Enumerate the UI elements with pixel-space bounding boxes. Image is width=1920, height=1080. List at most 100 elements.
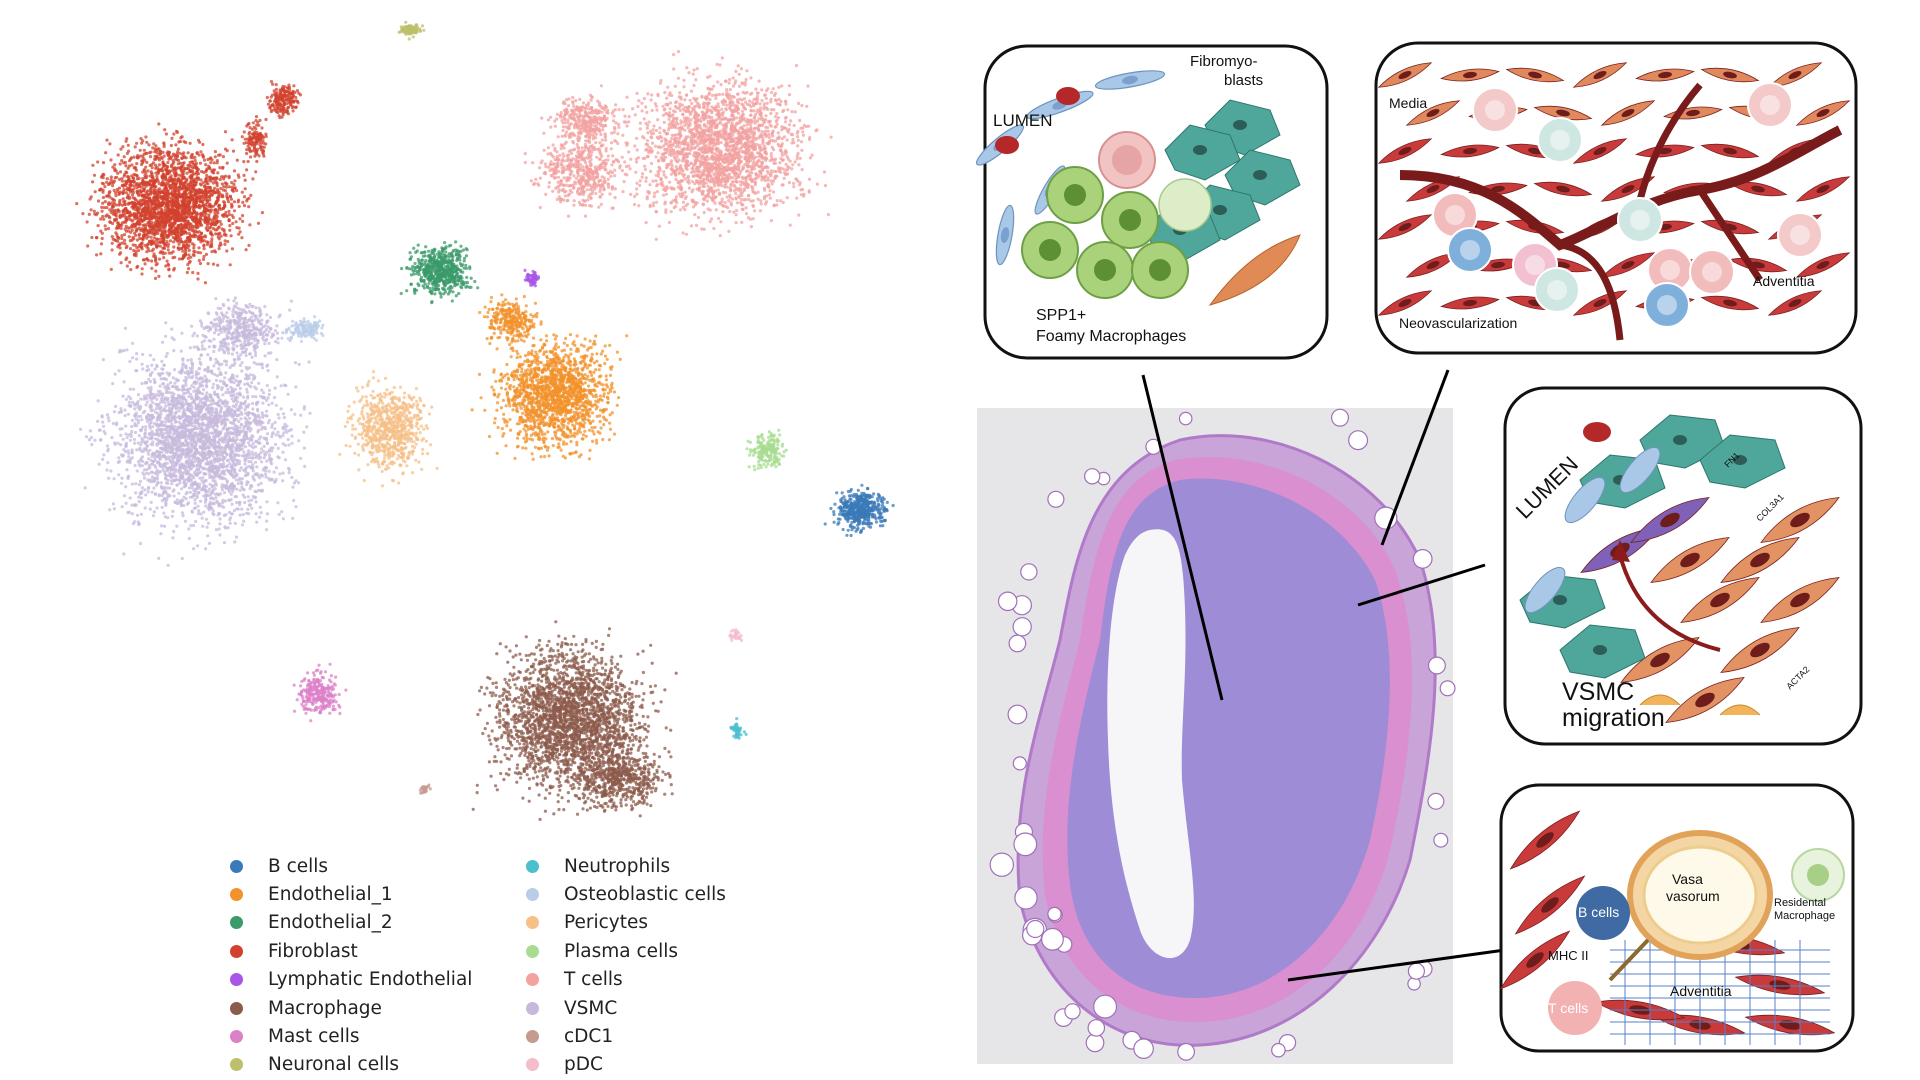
cell-point xyxy=(135,448,139,452)
cell-point xyxy=(152,486,156,490)
cell-point xyxy=(242,173,246,177)
cell-point xyxy=(111,209,115,213)
cell-point xyxy=(150,363,154,367)
cell-point xyxy=(274,403,278,407)
cell-point xyxy=(109,267,113,271)
cell-point xyxy=(211,454,215,458)
cell-point xyxy=(233,521,237,526)
cell-point xyxy=(269,110,273,114)
cell-point xyxy=(153,276,158,280)
cell-point xyxy=(264,475,268,479)
cell-point xyxy=(226,405,230,409)
cell-point xyxy=(129,432,133,436)
cell-point xyxy=(163,401,167,405)
cell-point xyxy=(241,442,245,446)
cell-point xyxy=(267,418,271,422)
cell-point xyxy=(159,377,163,381)
cell-point xyxy=(144,425,148,429)
cell-point xyxy=(117,459,122,463)
cell-point xyxy=(265,441,269,445)
cell-point xyxy=(201,154,205,158)
cell-point xyxy=(113,372,117,376)
cell-point xyxy=(199,512,203,516)
cell-point xyxy=(183,224,187,228)
cell-point xyxy=(181,249,185,253)
cell-point xyxy=(223,130,228,134)
cell-point xyxy=(145,140,149,144)
cell-point xyxy=(179,349,183,353)
cell-point xyxy=(150,490,154,494)
cell-point xyxy=(157,424,161,428)
cell-point xyxy=(168,486,172,490)
cell-point xyxy=(154,144,158,148)
cell-point xyxy=(156,461,160,465)
cell-point xyxy=(188,210,192,214)
cell-point xyxy=(259,447,263,451)
cell-point xyxy=(231,215,235,220)
cell-point xyxy=(187,195,191,199)
cell-point xyxy=(265,364,269,368)
cell-point xyxy=(282,89,286,94)
cell-point xyxy=(256,138,260,142)
cell-point xyxy=(254,445,258,449)
cell-point xyxy=(255,123,259,127)
cell-point xyxy=(158,257,162,261)
cell-point xyxy=(190,376,194,380)
cell-point xyxy=(181,174,185,178)
cell-point xyxy=(176,158,181,162)
cell-point xyxy=(267,388,272,392)
cell-point xyxy=(108,208,112,212)
cell-point xyxy=(137,483,141,487)
cell-point xyxy=(155,155,159,159)
cell-point xyxy=(240,369,244,373)
cell-point xyxy=(177,242,181,246)
cell-point xyxy=(171,169,175,173)
cell-point xyxy=(158,384,162,388)
cell-point xyxy=(242,204,247,208)
cell-point xyxy=(102,217,106,221)
cell-point xyxy=(161,182,165,186)
cell-point xyxy=(236,200,240,204)
cell-point xyxy=(222,513,226,518)
cell-point xyxy=(100,231,104,235)
cell-point xyxy=(145,393,149,397)
cell-point xyxy=(245,168,249,172)
cell-point xyxy=(221,213,226,217)
cell-point xyxy=(145,216,149,220)
cell-point xyxy=(87,438,91,442)
cell-point xyxy=(150,220,154,225)
cell-point xyxy=(269,80,274,84)
cell-point xyxy=(215,182,219,186)
cell-point xyxy=(194,472,198,476)
cell-point xyxy=(130,228,134,232)
cell-point xyxy=(107,214,111,219)
cell-point xyxy=(155,449,159,453)
cell-point xyxy=(155,174,159,178)
cell-point xyxy=(251,132,255,136)
cell-point xyxy=(250,381,254,385)
cell-point xyxy=(189,255,193,259)
cell-point xyxy=(161,367,165,371)
cell-point xyxy=(150,266,154,270)
cell-point xyxy=(162,196,167,200)
cell-point xyxy=(210,221,214,225)
cell-point xyxy=(155,506,159,510)
cell-point xyxy=(106,461,110,465)
cell-point xyxy=(308,411,312,415)
cell-point xyxy=(124,170,128,174)
cell-point xyxy=(136,393,140,397)
cell-point xyxy=(177,257,182,261)
cell-point xyxy=(197,471,201,475)
cell-point xyxy=(224,185,229,189)
cell-point xyxy=(216,226,220,230)
cell-point xyxy=(152,184,156,188)
cell-point xyxy=(124,485,128,489)
cell-point xyxy=(195,176,199,180)
cell-point xyxy=(198,161,202,165)
cell-point xyxy=(100,236,104,241)
cell-point xyxy=(276,446,280,450)
cell-point xyxy=(111,382,115,386)
cell-point xyxy=(169,165,173,169)
cell-point xyxy=(133,184,137,188)
cell-point xyxy=(279,384,283,388)
